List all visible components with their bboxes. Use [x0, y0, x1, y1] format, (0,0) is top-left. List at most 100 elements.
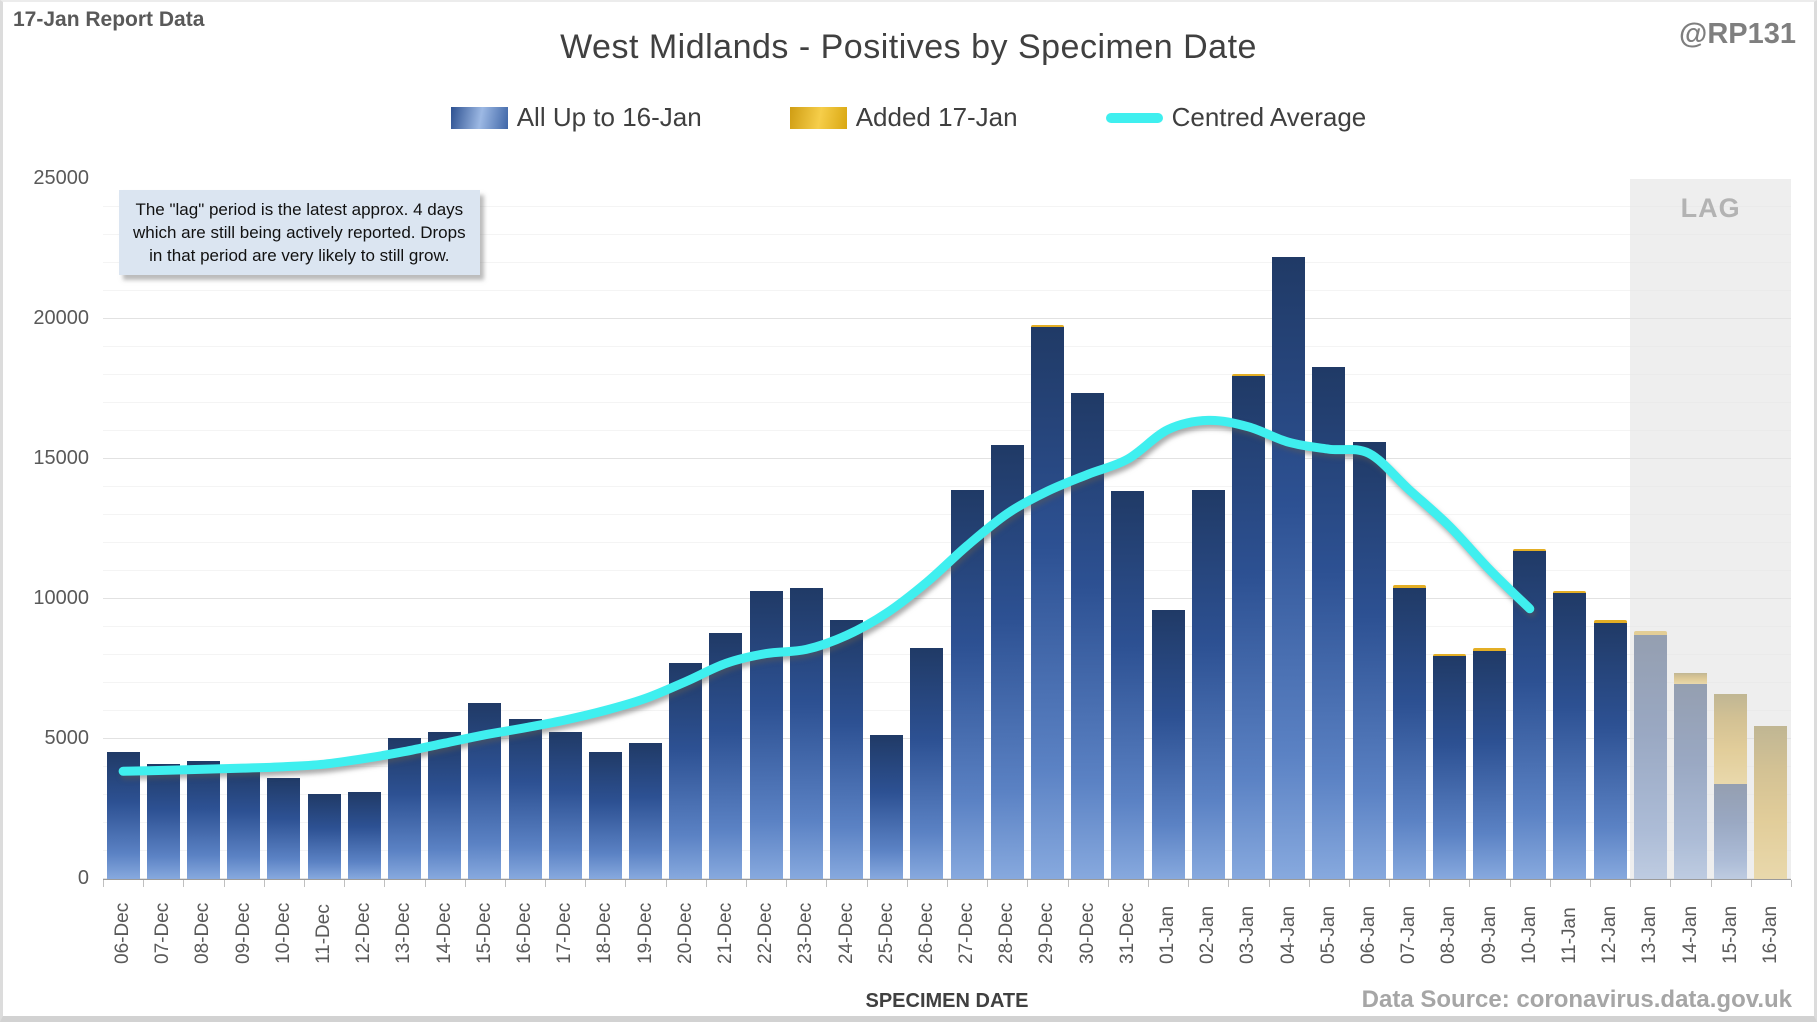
chart-title: West Midlands - Positives by Specimen Da…: [560, 28, 1257, 66]
x-tick: [1710, 880, 1712, 887]
x-label-29-Dec: 29-Dec: [1036, 902, 1058, 964]
bar-added-03-Jan: [1231, 373, 1265, 377]
x-tick: [1750, 880, 1752, 887]
author-handle: @RP131: [1679, 18, 1796, 50]
bar-11-Dec: [307, 793, 341, 879]
legend-item-average: Centred Average: [1105, 102, 1366, 133]
bar-26-Dec: [910, 648, 944, 879]
x-tick: [1549, 880, 1551, 887]
x-tick: [1389, 880, 1391, 887]
x-tick: [1188, 880, 1190, 887]
bar-added-11-Jan: [1553, 590, 1587, 594]
x-label-02-Jan: 02-Jan: [1197, 905, 1219, 964]
x-label-05-Jan: 05-Jan: [1317, 905, 1339, 964]
x-label-04-Jan: 04-Jan: [1277, 905, 1299, 964]
bar-added-07-Jan: [1392, 585, 1426, 588]
x-label-15-Jan: 15-Jan: [1719, 905, 1741, 964]
x-tick: [103, 880, 104, 887]
lag-label: LAG: [1680, 193, 1741, 223]
x-label-25-Dec: 25-Dec: [875, 902, 897, 964]
legend-item-added: Added 17-Jan: [789, 102, 1018, 133]
x-tick: [1630, 880, 1632, 887]
x-label-14-Jan: 14-Jan: [1679, 905, 1701, 964]
x-tick: [947, 880, 948, 887]
x-axis-ticks: [103, 880, 1792, 888]
x-tick: [866, 880, 868, 887]
x-label-10-Jan: 10-Jan: [1518, 905, 1540, 964]
x-tick: [1791, 880, 1792, 887]
x-tick: [223, 880, 225, 887]
x-label-10-Dec: 10-Dec: [272, 902, 294, 964]
x-axis-title: SPECIMEN DATE: [865, 990, 1029, 1012]
bar-09-Jan: [1473, 650, 1507, 879]
y-tick-label: 5000: [44, 727, 90, 749]
legend-swatch-gold-icon: [789, 106, 847, 129]
bar-10-Dec: [267, 778, 301, 879]
x-tick: [826, 880, 828, 887]
bar-added-29-Dec: [1030, 324, 1064, 328]
bar-20-Dec: [669, 663, 703, 879]
x-tick: [585, 880, 587, 887]
bar-19-Dec: [629, 743, 663, 879]
x-tick: [384, 880, 386, 887]
x-tick: [746, 880, 748, 887]
bar-24-Dec: [830, 620, 864, 879]
bar-29-Dec: [1030, 327, 1064, 879]
x-tick: [786, 880, 788, 887]
bar-07-Jan: [1392, 587, 1426, 879]
bar-added-08-Jan: [1432, 653, 1466, 657]
bar-11-Jan: [1553, 593, 1587, 879]
x-label-15-Dec: 15-Dec: [473, 902, 495, 964]
x-label-13-Jan: 13-Jan: [1639, 905, 1661, 964]
x-tick: [705, 880, 707, 887]
x-tick: [143, 880, 145, 887]
legend-item-all-up-to: All Up to 16-Jan: [450, 102, 702, 133]
annotation-line: which are still being actively reported.…: [133, 223, 466, 242]
x-tick: [1429, 880, 1431, 887]
x-tick: [665, 880, 667, 887]
y-tick-label: 10000: [33, 587, 89, 609]
x-tick: [545, 880, 547, 887]
x-tick: [1067, 880, 1069, 887]
x-label-22-Dec: 22-Dec: [755, 902, 777, 964]
x-label-07-Jan: 07-Jan: [1398, 905, 1420, 964]
plot-area: LAG: [103, 179, 1791, 880]
x-label-09-Jan: 09-Jan: [1478, 905, 1500, 964]
bar-31-Dec: [1111, 491, 1145, 879]
x-label-28-Dec: 28-Dec: [996, 902, 1018, 964]
lag-region: LAG: [1630, 179, 1791, 879]
bar-12-Dec: [347, 792, 381, 879]
x-tick: [1509, 880, 1511, 887]
x-tick: [1228, 880, 1230, 887]
x-label-12-Dec: 12-Dec: [353, 902, 375, 964]
x-tick: [1027, 880, 1029, 887]
x-tick: [1308, 880, 1310, 887]
bar-17-Dec: [548, 732, 582, 879]
x-tick: [625, 880, 627, 887]
y-tick-label: 25000: [33, 167, 89, 189]
bar-23-Dec: [789, 587, 823, 879]
x-label-21-Dec: 21-Dec: [714, 902, 736, 964]
x-label-03-Jan: 03-Jan: [1237, 905, 1259, 964]
x-label-07-Dec: 07-Dec: [152, 902, 174, 964]
x-label-17-Dec: 17-Dec: [554, 902, 576, 964]
bar-14-Dec: [428, 732, 462, 879]
y-tick-label: 15000: [33, 447, 89, 469]
x-label-19-Dec: 19-Dec: [634, 902, 656, 964]
bar-07-Dec: [146, 764, 180, 879]
x-label-16-Jan: 16-Jan: [1759, 905, 1781, 964]
x-tick: [344, 880, 346, 887]
bar-added-09-Jan: [1473, 648, 1507, 651]
annotation-line: in that period are very likely to still …: [149, 246, 450, 265]
x-label-24-Dec: 24-Dec: [835, 902, 857, 964]
bar-03-Jan: [1231, 376, 1265, 879]
bar-12-Jan: [1593, 622, 1627, 879]
x-tick: [1670, 880, 1672, 887]
bar-16-Dec: [508, 719, 542, 879]
bar-25-Dec: [870, 734, 904, 879]
centred-average-line: [118, 415, 1535, 776]
x-label-08-Dec: 08-Dec: [192, 902, 214, 964]
bar-08-Dec: [186, 761, 220, 879]
x-label-27-Dec: 27-Dec: [956, 902, 978, 964]
x-tick: [464, 880, 466, 887]
